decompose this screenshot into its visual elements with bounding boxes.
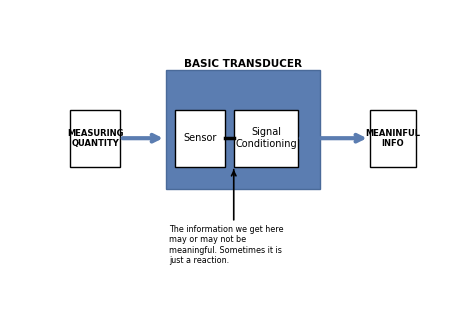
Bar (234, 110, 298, 167)
Text: MEASURING
QUANTITY: MEASURING QUANTITY (67, 129, 123, 148)
Text: MEANINFUL
INFO: MEANINFUL INFO (365, 129, 420, 148)
Text: Sensor: Sensor (183, 133, 217, 143)
Text: The information we get here
may or may not be
meaningful. Sometimes it is
just a: The information we get here may or may n… (169, 225, 284, 265)
Bar (166, 70, 320, 189)
Bar (370, 110, 416, 167)
Text: BASIC TRANSDUCER: BASIC TRANSDUCER (184, 59, 302, 70)
Text: Signal
Conditioning: Signal Conditioning (235, 127, 297, 149)
Bar (70, 110, 120, 167)
Bar (175, 110, 225, 167)
